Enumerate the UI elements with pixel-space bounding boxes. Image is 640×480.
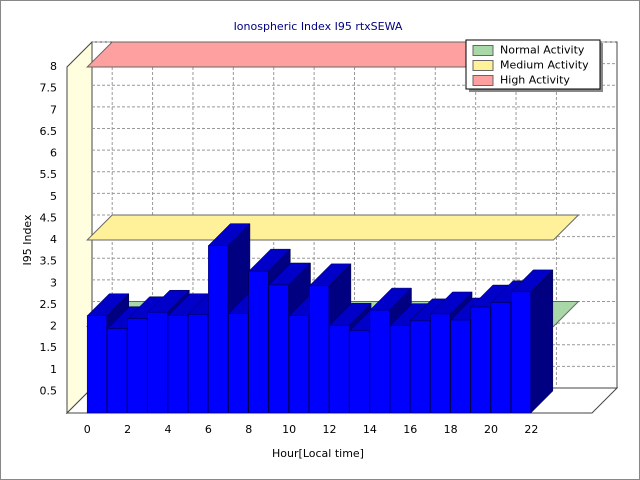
y-tick-label: 0.5: [40, 384, 58, 397]
y-tick-label: 6: [50, 147, 57, 160]
x-tick-label: 0: [84, 423, 91, 436]
bar-front: [369, 309, 390, 414]
x-axis-label: Hour[Local time]: [272, 447, 364, 460]
bar-front: [329, 324, 350, 414]
bar-front: [228, 313, 249, 414]
x-tick-label: 6: [205, 423, 212, 436]
legend-label: Medium Activity: [500, 59, 589, 72]
y-tick-label: 3.5: [40, 255, 58, 268]
x-tick-label: 2: [124, 423, 131, 436]
x-tick-label: 14: [363, 423, 377, 436]
bar-front: [410, 320, 431, 414]
y-tick-label: 7.5: [40, 82, 58, 95]
y-tick-label: 4: [50, 233, 57, 246]
x-tick-label: 8: [245, 423, 252, 436]
legend-label: High Activity: [500, 74, 570, 87]
x-tick-label: 4: [164, 423, 171, 436]
y-tick-label: 3: [50, 276, 57, 289]
bar-front: [510, 291, 532, 414]
x-tick-label: 12: [323, 423, 337, 436]
y-tick-label: 5: [50, 190, 57, 203]
legend-swatch: [472, 60, 494, 71]
bar-front: [127, 318, 148, 414]
threshold-plane: [85, 214, 580, 241]
legend-label: Normal Activity: [500, 44, 585, 57]
bar-side: [530, 269, 554, 414]
bar-front: [490, 302, 511, 414]
y-tick-label: 1.5: [40, 341, 58, 354]
y-tick-label: 5.5: [40, 168, 58, 181]
bar-front: [86, 315, 108, 414]
bar-front: [349, 330, 370, 414]
legend: Normal Activity Medium Activity High Activ…: [465, 39, 603, 92]
x-tick-label: 20: [484, 423, 498, 436]
x-tick-label: 10: [282, 423, 296, 436]
y-tick-label: 8: [50, 60, 57, 73]
x-tick-label: 22: [524, 423, 538, 436]
bar-front: [470, 306, 491, 414]
bar: [510, 269, 554, 414]
bar-front: [288, 315, 309, 414]
y-tick-label: 2: [50, 320, 57, 333]
bar-front: [309, 285, 330, 414]
bar-front: [167, 315, 188, 414]
plot: 0.5 1 1.5 2 2.5 3 3.5 4 4.5 5 5.5 6 6.5 7 7.5 8 0 2 4 6 8 10 1…: [40, 39, 619, 436]
bar-front: [450, 319, 471, 414]
bar-front: [187, 314, 208, 414]
bar-front: [389, 325, 410, 414]
legend-swatch: [472, 45, 494, 56]
y-tick-label: 1: [50, 363, 57, 376]
legend-swatch: [472, 75, 494, 86]
y-tick-label: 6.5: [40, 125, 58, 138]
y-axis-label: I95 Index: [21, 214, 34, 266]
bar-front: [248, 270, 269, 414]
y-tick-label: 2.5: [40, 298, 58, 311]
x-tick-label: 18: [444, 423, 458, 436]
x-tick-label: 16: [403, 423, 417, 436]
y-tick-label: 4.5: [40, 211, 58, 224]
bar-front: [147, 311, 168, 414]
bar-front: [268, 284, 289, 414]
bar-front: [208, 245, 229, 414]
chart-title: Ionospheric Index I95 rtxSEWA: [234, 20, 403, 33]
y-tick-label: 7: [50, 103, 57, 116]
bar-front: [107, 328, 128, 414]
bar-front: [430, 313, 451, 414]
